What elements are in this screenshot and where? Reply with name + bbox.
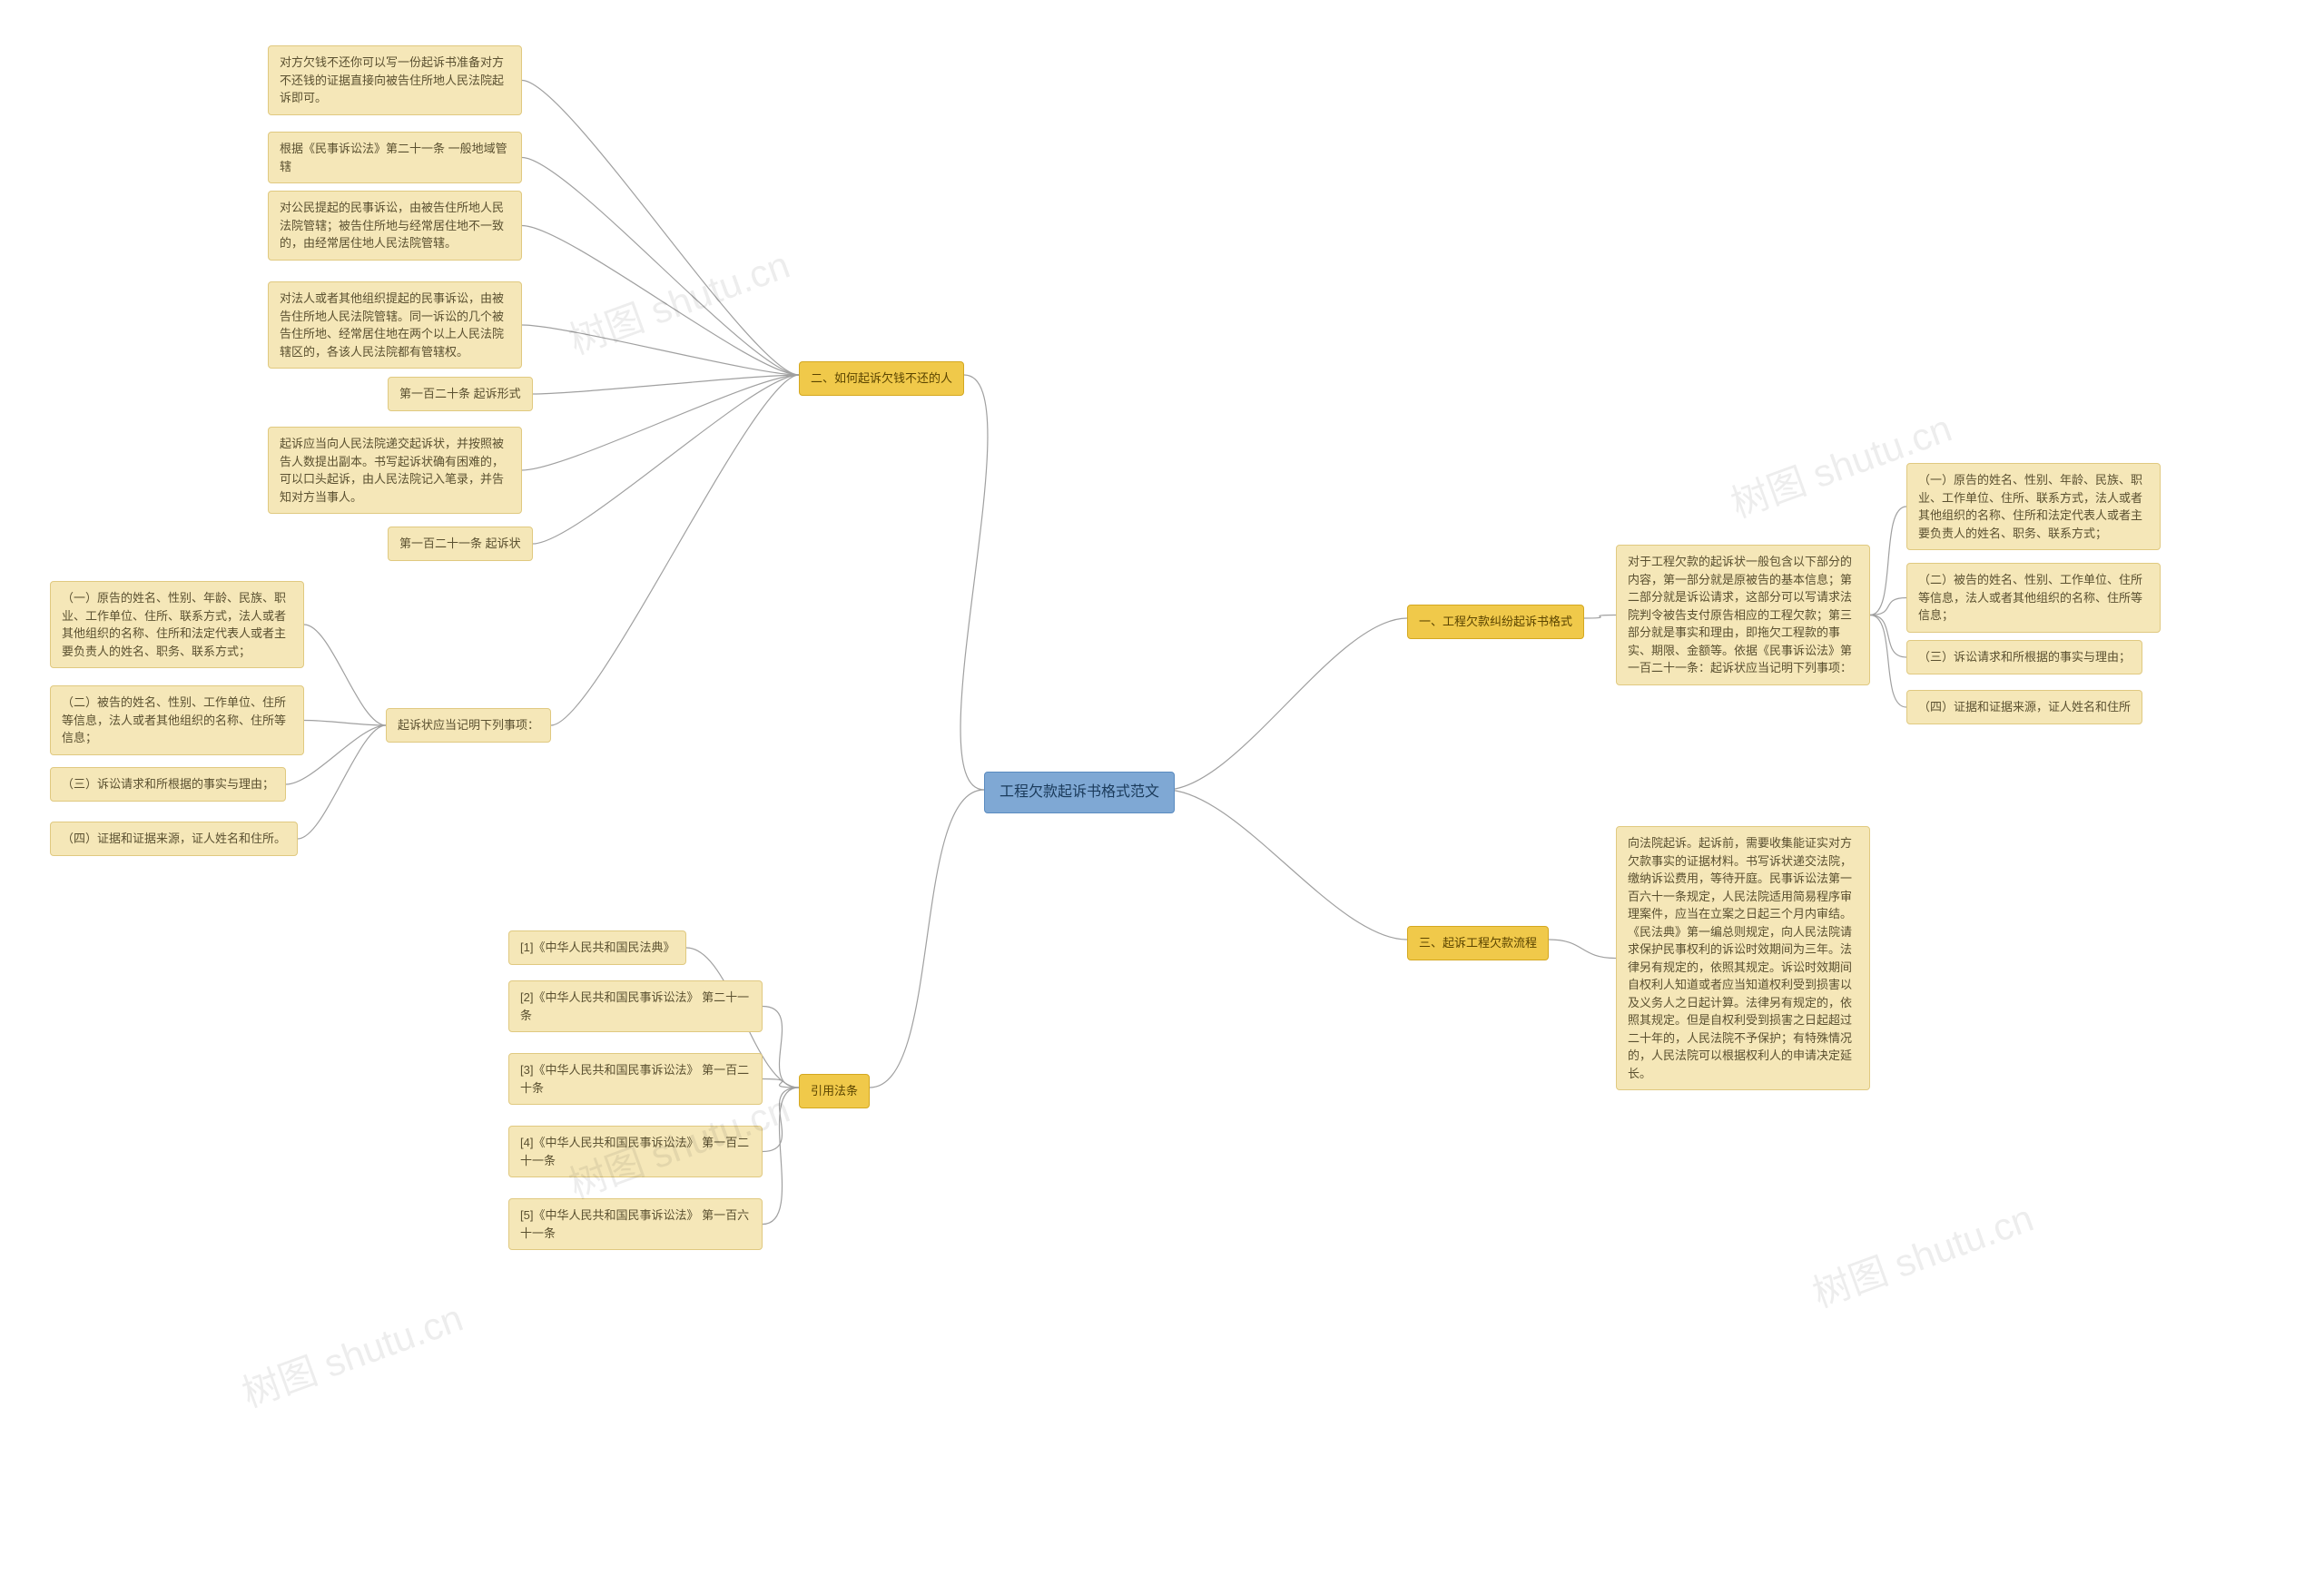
branch-l2: 二、如何起诉欠钱不还的人: [799, 361, 964, 396]
leaf-l4c: [3]《中华人民共和国民事诉讼法》 第一百二十条: [508, 1053, 763, 1105]
leaf-l2h: 起诉状应当记明下列事项：: [386, 708, 551, 743]
leaf-l2h4: （四）证据和证据来源，证人姓名和住所。: [50, 822, 298, 856]
leaf-l4b: [2]《中华人民共和国民事诉讼法》 第二十一条: [508, 980, 763, 1032]
leaf-b1c1c: （三）诉讼请求和所根据的事实与理由；: [1906, 640, 2142, 674]
root-node: 工程欠款起诉书格式范文: [984, 772, 1175, 813]
leaf-b1c1d: （四）证据和证据来源，证人姓名和住所: [1906, 690, 2142, 724]
leaf-l4d: [4]《中华人民共和国民事诉讼法》 第一百二十一条: [508, 1126, 763, 1177]
leaf-l2b: 根据《民事诉讼法》第二十一条 一般地域管辖: [268, 132, 522, 183]
leaf-b3c1: 向法院起诉。起诉前，需要收集能证实对方欠款事实的证据材料。书写诉状递交法院，缴纳…: [1616, 826, 1870, 1090]
leaf-l4a: [1]《中华人民共和国民法典》: [508, 930, 686, 965]
leaf-b1c1b: （二）被告的姓名、性别、工作单位、住所等信息，法人或者其他组织的名称、住所等信息…: [1906, 563, 2161, 633]
watermark: 树图 shutu.cn: [1804, 1187, 2040, 1318]
watermark: 树图 shutu.cn: [560, 234, 796, 365]
leaf-l2h2: （二）被告的姓名、性别、工作单位、住所等信息，法人或者其他组织的名称、住所等信息…: [50, 685, 304, 755]
branch-b3: 三、起诉工程欠款流程: [1407, 926, 1549, 960]
leaf-l2c: 对公民提起的民事诉讼，由被告住所地人民法院管辖；被告住所地与经常居住地不一致的，…: [268, 191, 522, 261]
leaf-b1c1: 对于工程欠款的起诉状一般包含以下部分的内容，第一部分就是原被告的基本信息；第二部…: [1616, 545, 1870, 685]
leaf-l2g: 第一百二十一条 起诉状: [388, 527, 533, 561]
branch-b1: 一、工程欠款纠纷起诉书格式: [1407, 605, 1584, 639]
watermark: 树图 shutu.cn: [233, 1287, 469, 1418]
leaf-l2e: 第一百二十条 起诉形式: [388, 377, 533, 411]
leaf-l2h1: （一）原告的姓名、性别、年龄、民族、职业、工作单位、住所、联系方式，法人或者其他…: [50, 581, 304, 668]
branch-l4: 引用法条: [799, 1074, 870, 1108]
leaf-l2f: 起诉应当向人民法院递交起诉状，并按照被告人数提出副本。书写起诉状确有困难的，可以…: [268, 427, 522, 514]
leaf-l2d: 对法人或者其他组织提起的民事诉讼，由被告住所地人民法院管辖。同一诉讼的几个被告住…: [268, 281, 522, 369]
leaf-b1c1a: （一）原告的姓名、性别、年龄、民族、职业、工作单位、住所、联系方式，法人或者其他…: [1906, 463, 2161, 550]
leaf-l2a: 对方欠钱不还你可以写一份起诉书准备对方不还钱的证据直接向被告住所地人民法院起诉即…: [268, 45, 522, 115]
leaf-l4e: [5]《中华人民共和国民事诉讼法》 第一百六十一条: [508, 1198, 763, 1250]
leaf-l2h3: （三）诉讼请求和所根据的事实与理由；: [50, 767, 286, 802]
